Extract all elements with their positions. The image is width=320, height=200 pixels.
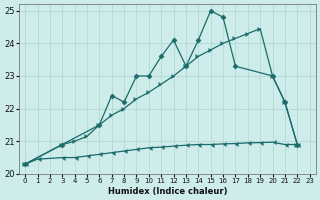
X-axis label: Humidex (Indice chaleur): Humidex (Indice chaleur) [108, 187, 227, 196]
